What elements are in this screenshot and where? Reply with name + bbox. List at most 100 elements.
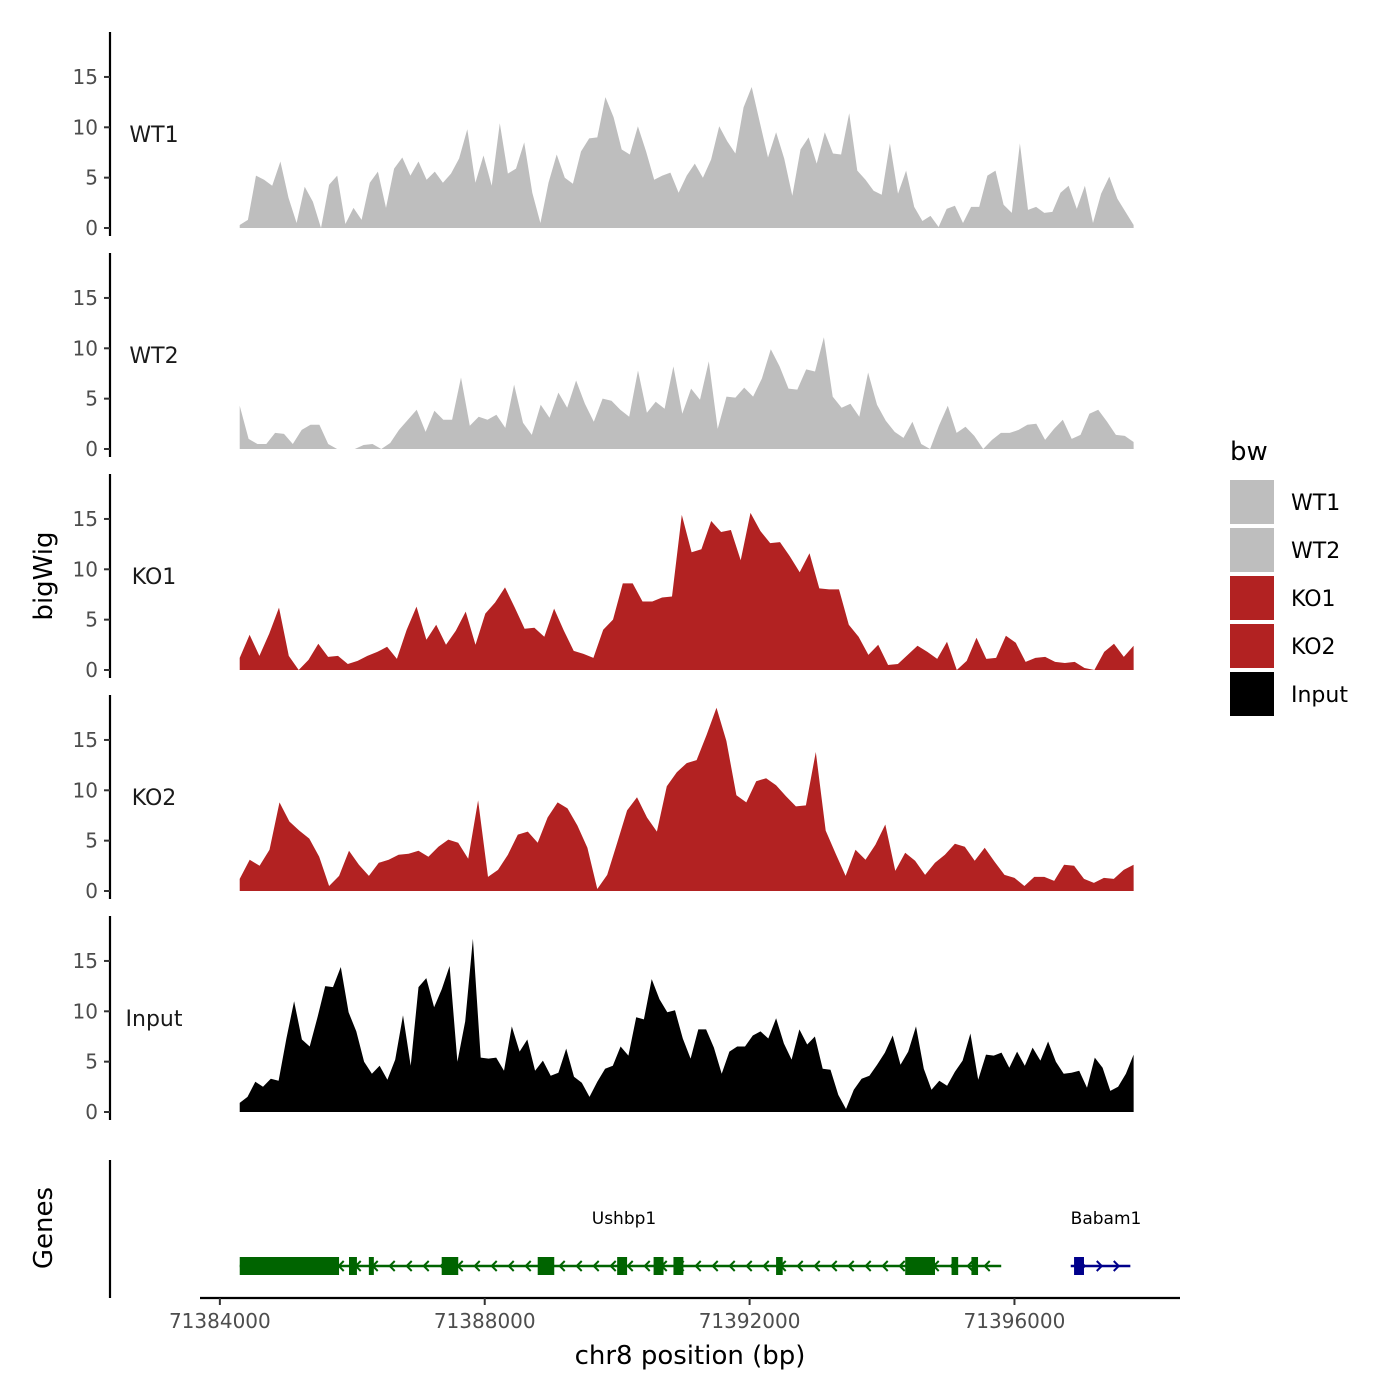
track-label-ko2: KO2	[132, 786, 177, 811]
y-tick-label: 15	[73, 728, 98, 752]
strand-arrow	[745, 1260, 753, 1272]
strand-arrow	[711, 1260, 719, 1272]
strand-arrow	[762, 1260, 770, 1272]
strand-arrow	[490, 1260, 498, 1272]
y-tick-label: 15	[73, 507, 98, 531]
exon	[673, 1257, 684, 1275]
strand-arrow	[643, 1260, 651, 1272]
bigwig-tracks: 0 5 10 15 WT1 0 5 10 15 WT2 0 5 10 15 KO1 0 5 10 15 KO2 0 5 10…	[73, 32, 1134, 1124]
exon	[239, 1257, 340, 1275]
legend-title: bw	[1230, 437, 1268, 467]
exon	[537, 1257, 555, 1275]
track-wt1: 0 5 10 15 WT1	[73, 32, 1134, 240]
y-axis-title: bigWig	[29, 531, 59, 620]
exon	[441, 1257, 459, 1275]
strand-arrow	[830, 1260, 838, 1272]
y-tick-label: 15	[73, 949, 98, 973]
y-tick-label: 5	[85, 166, 98, 190]
exon	[905, 1257, 935, 1275]
x-tick-label: 71392000	[699, 1309, 801, 1333]
strand-arrow	[626, 1260, 634, 1272]
track-label-ko1: KO1	[132, 565, 177, 590]
legend-key-ko2	[1230, 624, 1274, 668]
y-tick-label: 10	[73, 778, 98, 802]
exon	[348, 1257, 357, 1275]
y-tick-label: 0	[85, 1100, 98, 1124]
y-tick-label: 0	[85, 216, 98, 240]
y-tick-label: 0	[85, 879, 98, 903]
gene-label-babam1: Babam1	[1071, 1209, 1142, 1229]
legend-key-wt1	[1230, 480, 1274, 524]
y-tick-label: 10	[73, 336, 98, 360]
track-ko1: 0 5 10 15 KO1	[73, 474, 1134, 682]
strand-arrow	[388, 1260, 396, 1272]
y-tick-label: 10	[73, 115, 98, 139]
strand-arrow	[864, 1260, 872, 1272]
y-tick-label: 5	[85, 387, 98, 411]
strand-arrow	[422, 1260, 430, 1272]
legend: bw WT1 WT2 KO1 KO2 Input	[1230, 437, 1348, 716]
signal-area-input	[239, 938, 1134, 1112]
track-label-wt1: WT1	[129, 123, 178, 148]
strand-arrow	[558, 1260, 566, 1272]
strand-arrow	[473, 1260, 481, 1272]
x-tick-label: 71384000	[169, 1309, 271, 1333]
exon	[653, 1257, 664, 1275]
strand-arrow	[796, 1260, 804, 1272]
exon	[971, 1257, 979, 1275]
x-tick-label: 71396000	[964, 1309, 1066, 1333]
track-ko2: 0 5 10 15 KO2	[73, 695, 1134, 903]
exon	[617, 1257, 628, 1275]
legend-key-ko1	[1230, 576, 1274, 620]
signal-area-ko1	[239, 512, 1134, 670]
x-axis-title: chr8 position (bp)	[575, 1341, 806, 1371]
genes-axis-title: Genes	[29, 1187, 59, 1269]
y-tick-label: 5	[85, 829, 98, 853]
signal-area-wt1	[239, 87, 1134, 228]
gene-panel: Ushbp1 Babam1	[108, 1160, 1142, 1298]
y-tick-label: 15	[73, 286, 98, 310]
strand-arrow	[694, 1260, 702, 1272]
exon	[1074, 1257, 1084, 1275]
y-tick-label: 0	[85, 658, 98, 682]
y-tick-label: 0	[85, 437, 98, 461]
strand-arrow	[847, 1260, 855, 1272]
legend-label-wt2: WT2	[1291, 539, 1340, 564]
gene-label-ushbp1: Ushbp1	[592, 1209, 656, 1229]
legend-label-wt1: WT1	[1291, 491, 1340, 516]
strand-arrow	[405, 1260, 413, 1272]
strand-arrow	[1096, 1260, 1104, 1272]
legend-key-input	[1230, 672, 1274, 716]
legend-key-wt2	[1230, 528, 1274, 572]
strand-arrow	[898, 1260, 906, 1272]
gene-babam1: Babam1	[1071, 1209, 1142, 1275]
y-tick-label: 15	[73, 65, 98, 89]
strand-arrow	[592, 1260, 600, 1272]
strand-arrow	[507, 1260, 515, 1272]
strand-arrow	[524, 1260, 532, 1272]
gene-ushbp1: Ushbp1	[239, 1209, 1002, 1275]
exon	[951, 1257, 959, 1275]
strand-arrow	[1113, 1260, 1121, 1272]
strand-arrow	[813, 1260, 821, 1272]
strand-arrow	[609, 1260, 617, 1272]
track-label-wt2: WT2	[129, 344, 178, 369]
exon	[368, 1257, 374, 1275]
y-tick-label: 5	[85, 1050, 98, 1074]
track-label-input: Input	[126, 1007, 183, 1032]
strand-arrow	[881, 1260, 889, 1272]
legend-label-ko1: KO1	[1291, 587, 1336, 612]
y-tick-label: 10	[73, 557, 98, 581]
x-tick-label: 71388000	[434, 1309, 536, 1333]
strand-arrow	[575, 1260, 583, 1272]
x-axis: 71384000 71388000 71392000 71396000	[169, 1296, 1180, 1333]
legend-label-input: Input	[1291, 683, 1348, 708]
strand-arrow	[983, 1260, 991, 1272]
signal-area-wt2	[239, 337, 1134, 449]
strand-arrow	[966, 1260, 974, 1272]
signal-area-ko2	[239, 707, 1134, 891]
y-tick-label: 10	[73, 999, 98, 1023]
strand-arrow	[728, 1260, 736, 1272]
track-wt2: 0 5 10 15 WT2	[73, 253, 1134, 461]
